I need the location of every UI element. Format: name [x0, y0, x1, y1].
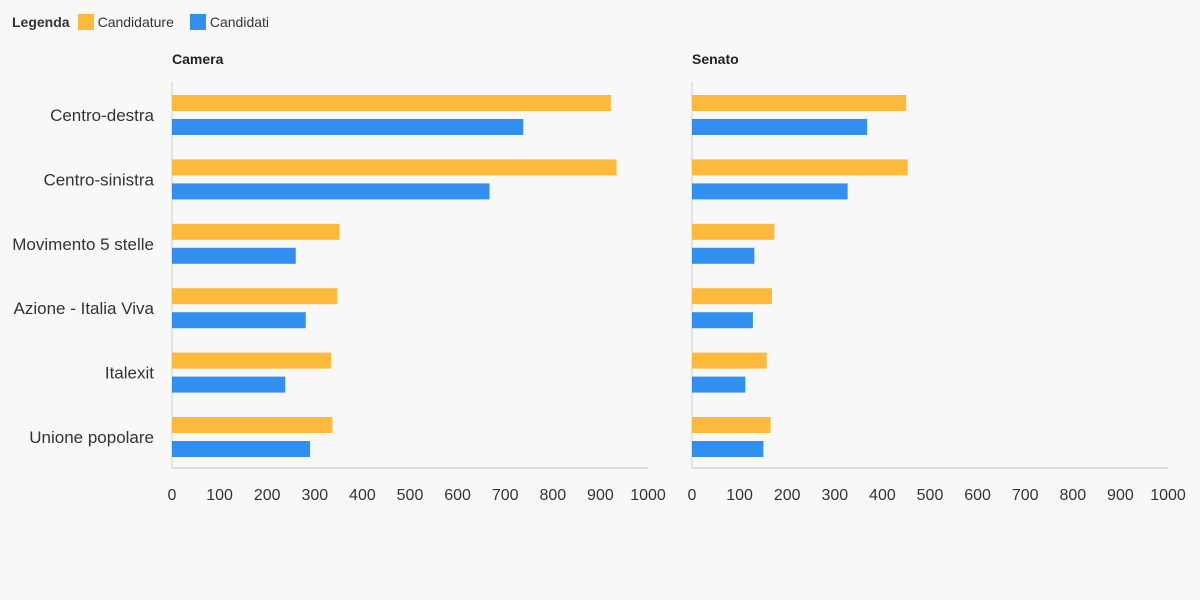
category-label-italexit: Italexit	[105, 364, 154, 383]
legend: Legenda Candidature Candidati	[12, 12, 285, 32]
legend-title: Legenda	[12, 14, 70, 30]
x-tick-label: 0	[168, 487, 177, 504]
bar-candidati-unione-popolare	[692, 441, 764, 457]
bar-candidature-centro-destra	[692, 95, 907, 111]
x-tick-label: 900	[587, 487, 614, 504]
bar-candidati-italexit	[172, 376, 286, 393]
x-tick-label: 300	[301, 487, 328, 504]
x-tick-label: 100	[726, 487, 753, 504]
bar-candidati-unione-popolare	[172, 441, 311, 457]
bar-candidati-azione-italia-viva	[692, 312, 753, 329]
legend-label-candidati: Candidati	[209, 14, 270, 30]
category-label-movimento-5-stelle: Movimento 5 stelle	[12, 235, 154, 254]
x-tick-label: 1000	[1150, 487, 1186, 504]
bar-candidature-azione-italia-viva	[172, 288, 338, 305]
x-tick-label: 800	[1059, 487, 1086, 504]
bar-candidature-azione-italia-viva	[692, 288, 772, 305]
legend-label-candidature: Candidature	[97, 14, 174, 30]
bar-candidati-centro-sinistra	[692, 183, 848, 200]
x-tick-label: 500	[397, 487, 424, 504]
bar-candidati-movimento-5-stelle	[692, 247, 755, 264]
bar-candidature-centro-sinistra	[692, 159, 908, 176]
x-tick-label: 0	[688, 487, 697, 504]
bar-candidature-centro-destra	[172, 95, 611, 111]
bar-candidati-italexit	[692, 376, 746, 393]
category-label-centro-destra: Centro-destra	[50, 106, 154, 125]
bar-candidature-unione-popolare	[172, 417, 333, 433]
bar-candidature-italexit	[172, 352, 331, 369]
x-tick-label: 200	[774, 487, 801, 504]
x-tick-label: 900	[1107, 487, 1134, 504]
bar-candidature-movimento-5-stelle	[692, 223, 775, 240]
legend-item-candidature[interactable]: Candidature	[77, 14, 174, 30]
bar-candidati-azione-italia-viva	[172, 312, 306, 329]
legend-swatch-candidati	[189, 14, 206, 30]
bar-candidati-centro-destra	[172, 119, 524, 135]
bar-candidature-movimento-5-stelle	[172, 223, 340, 240]
x-tick-label: 600	[964, 487, 991, 504]
x-tick-label: 200	[254, 487, 281, 504]
bar-candidati-centro-sinistra	[172, 183, 490, 200]
bar-candidature-centro-sinistra	[172, 159, 617, 176]
bar-candidature-italexit	[692, 352, 767, 369]
panel-title-camera: Camera	[172, 51, 224, 67]
bar-candidati-movimento-5-stelle	[172, 247, 296, 264]
x-tick-label: 400	[349, 487, 376, 504]
panel-title-senato: Senato	[692, 51, 739, 67]
category-label-azione-italia-viva: Azione - Italia Viva	[14, 299, 155, 318]
x-tick-label: 800	[539, 487, 566, 504]
legend-item-candidati[interactable]: Candidati	[189, 14, 270, 30]
x-tick-label: 700	[492, 487, 519, 504]
x-tick-label: 1000	[630, 487, 666, 504]
category-label-unione-popolare: Unione popolare	[29, 428, 154, 447]
x-tick-label: 400	[869, 487, 896, 504]
legend-swatch-candidature	[77, 14, 94, 30]
x-tick-label: 300	[821, 487, 848, 504]
x-tick-label: 500	[917, 487, 944, 504]
bar-candidati-centro-destra	[692, 119, 868, 135]
x-tick-label: 600	[444, 487, 471, 504]
bar-candidature-unione-popolare	[692, 417, 771, 433]
category-label-centro-sinistra: Centro-sinistra	[43, 170, 154, 189]
x-tick-label: 700	[1012, 487, 1039, 504]
x-tick-label: 100	[206, 487, 233, 504]
